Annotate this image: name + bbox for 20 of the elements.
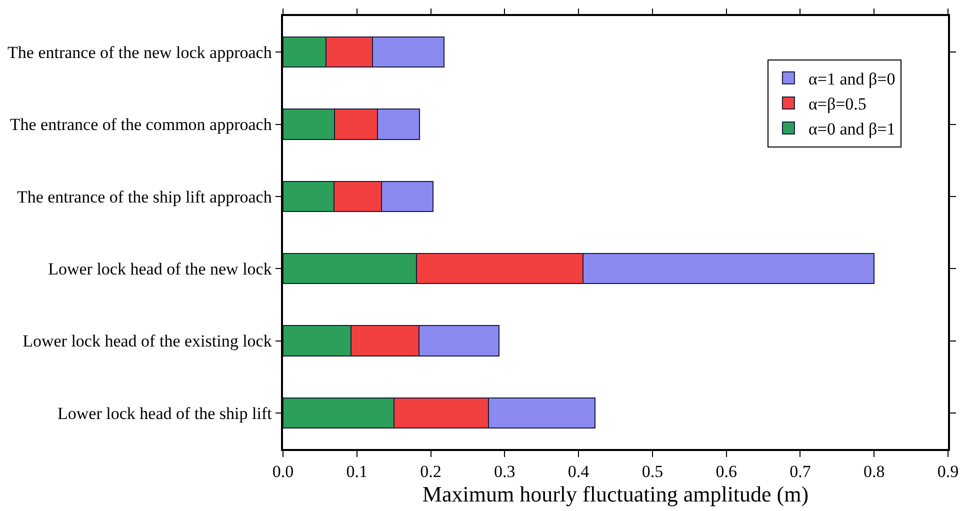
legend-label: α=1 and β=0 <box>808 69 896 88</box>
y-tick-label: The entrance of the common approach <box>10 115 272 134</box>
x-tick-label: 0.4 <box>568 462 590 482</box>
y-tick-label: Lower lock head of the new lock <box>48 260 272 279</box>
x-tick-label: 0.0 <box>272 462 294 482</box>
x-tick-label: 0.6 <box>716 462 737 482</box>
y-tick-label: The entrance of the new lock approach <box>8 43 272 62</box>
x-tick-label: 0.8 <box>863 462 885 482</box>
x-tick-label: 0.1 <box>346 462 368 482</box>
y-tick-label: Lower lock head of the existing lock <box>22 332 272 351</box>
legend-label: α=β=0.5 <box>808 94 866 114</box>
x-tick-label: 0.5 <box>642 462 664 482</box>
legend-label: α=0 and β=1 <box>808 120 896 139</box>
x-tick-label: 0.2 <box>420 462 442 482</box>
y-tick-label: Lower lock head of the ship lift <box>58 404 272 423</box>
x-tick-label: 0.7 <box>790 462 812 482</box>
x-tick-label: 0.9 <box>937 462 959 482</box>
x-tick-label: 0.3 <box>494 462 516 482</box>
y-tick-label: The entrance of the ship lift approach <box>16 187 272 206</box>
x-axis-title: Maximum hourly fluctuating amplitude (m) <box>422 482 809 507</box>
